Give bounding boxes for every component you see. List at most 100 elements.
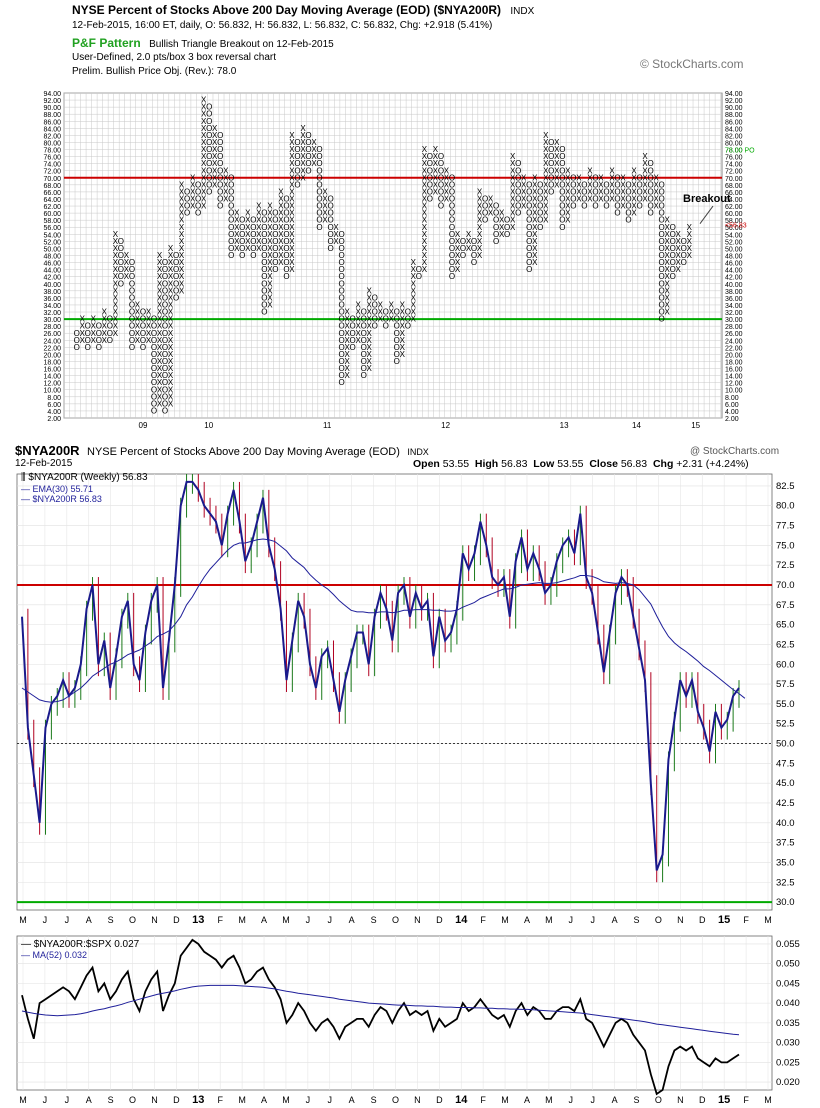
pf-o-mark: O — [548, 159, 554, 168]
pf-o-mark: O — [129, 279, 135, 288]
pf-x-mark: X — [676, 265, 682, 274]
pf-y-tick-left: 6.00 — [47, 402, 61, 409]
pf-o-mark: O — [173, 265, 179, 274]
pf-x-mark: X — [201, 195, 207, 204]
bar-y-tick: 35.0 — [776, 857, 795, 868]
pf-o-mark: O — [195, 187, 201, 196]
pf-y-tick-right: 82.00 — [725, 133, 743, 140]
pf-x-mark: X — [168, 308, 174, 317]
pf-o-mark: O — [283, 223, 289, 232]
pf-o-mark: O — [140, 343, 146, 352]
pf-o-mark: O — [85, 329, 91, 338]
pf-x-mark: X — [676, 230, 682, 239]
pf-y-tick-left: 86.00 — [43, 119, 61, 126]
pf-x-mark: X — [212, 166, 218, 175]
pf-x-mark: X — [91, 336, 97, 345]
pf-x-mark: X — [157, 343, 163, 352]
pf-o-mark: O — [129, 265, 135, 274]
pf-o-mark: O — [449, 244, 455, 253]
pf-x-mark: X — [477, 195, 483, 204]
pf-x-mark: X — [289, 216, 295, 225]
bar-y-tick: 72.5 — [776, 560, 795, 571]
pf-x-mark: X — [289, 138, 295, 147]
pf-x-mark: X — [113, 286, 119, 295]
pf-x-mark: X — [642, 152, 648, 161]
pf-o-mark: O — [559, 216, 565, 225]
pf-o-mark: O — [659, 195, 665, 204]
pf-x-mark: X — [510, 180, 516, 189]
pf-o-mark: O — [548, 166, 554, 175]
pf-x-label: 14 — [632, 421, 641, 430]
pf-x-mark: X — [311, 145, 317, 154]
bar-y-tick: 67.5 — [776, 600, 795, 611]
ratio-chart: 0.020 0.025 0.030 0.035 0.040 0.045 0.050 0.055… — [16, 935, 800, 1106]
pf-o-mark: O — [537, 180, 543, 189]
pf-x-mark: X — [532, 187, 538, 196]
pf-x-mark: X — [267, 265, 273, 274]
pf-x-mark: X — [631, 166, 637, 175]
bar-x-label: O — [655, 915, 662, 925]
ratio-x-label: M — [501, 1095, 509, 1105]
pf-x-mark: X — [223, 187, 229, 196]
pf-x-mark: X — [466, 237, 472, 246]
pf-o-mark: O — [460, 251, 466, 260]
pf-x-mark: X — [565, 166, 571, 175]
pf-x-mark: X — [300, 131, 306, 140]
pf-o-mark: O — [118, 265, 124, 274]
bar-y-tick: 45.0 — [776, 778, 795, 789]
pf-o-mark: O — [195, 209, 201, 218]
pf-x-mark: X — [532, 216, 538, 225]
pf-o-mark: O — [592, 180, 598, 189]
pf-o-mark: O — [250, 237, 256, 246]
pf-x-mark: X — [477, 216, 483, 225]
pf-o-mark: O — [338, 230, 344, 239]
close-value: 56.83 — [620, 458, 648, 470]
pf-y-tick-right: 64.00 — [725, 197, 743, 204]
ratio-plot-area — [16, 935, 773, 1091]
pf-o-mark: O — [272, 237, 278, 246]
pf-o-mark: O — [327, 223, 333, 232]
pf-x-mark: X — [642, 159, 648, 168]
pf-y-tick-left: 34.00 — [43, 303, 61, 310]
pf-y-tick-right: 88.00 — [725, 112, 743, 119]
bar-x-label: A — [86, 915, 92, 925]
pf-o-mark: O — [350, 315, 356, 324]
pf-x-mark: X — [168, 258, 174, 267]
pf-o-mark: O — [559, 209, 565, 218]
pf-x-mark: X — [653, 180, 659, 189]
pf-x-mark: X — [146, 336, 152, 345]
pf-x-mark: X — [201, 173, 207, 182]
pf-columns: OOOXXXXOOOOXXXXOOOOXXXXXOOOOXXXXXXXXXXXX… — [74, 96, 693, 416]
pf-o-mark: O — [129, 300, 135, 309]
pf-o-mark: O — [659, 216, 665, 225]
pf-x-mark: X — [477, 237, 483, 246]
pf-x-mark: X — [411, 258, 417, 267]
ratio-x-label: J — [65, 1095, 70, 1105]
pf-o-mark: O — [283, 209, 289, 218]
ratio-x-label: O — [392, 1095, 399, 1105]
pf-o-mark: O — [206, 124, 212, 133]
pf-o-mark: O — [239, 223, 245, 232]
pf-exchange: INDX — [510, 6, 535, 17]
pf-x-mark: X — [289, 202, 295, 211]
pf-o-mark: O — [438, 187, 444, 196]
pf-x-mark: X — [664, 230, 670, 239]
pf-x-mark: X — [378, 308, 384, 317]
pf-x-mark: X — [477, 209, 483, 218]
pf-x-mark: X — [267, 251, 273, 260]
pf-x-mark: X — [267, 279, 273, 288]
pf-x-mark: X — [179, 195, 185, 204]
pf-o-mark: O — [184, 195, 190, 204]
pf-y-tick-left: 70.00 — [43, 176, 61, 183]
pf-x-mark: X — [289, 209, 295, 218]
pf-o-mark: O — [405, 315, 411, 324]
pf-y-tick-left: 72.00 — [43, 169, 61, 176]
pf-x-mark: X — [190, 202, 196, 211]
pf-o-mark: O — [515, 159, 521, 168]
pf-o-mark: O — [151, 322, 157, 331]
ratio-y-tick: 0.050 — [776, 959, 800, 970]
pf-x-mark: X — [532, 209, 538, 218]
ratio-y-tick: 0.030 — [776, 1038, 800, 1049]
pf-y-tick-left: 56.00 — [43, 225, 61, 232]
pf-o-mark: O — [338, 364, 344, 373]
